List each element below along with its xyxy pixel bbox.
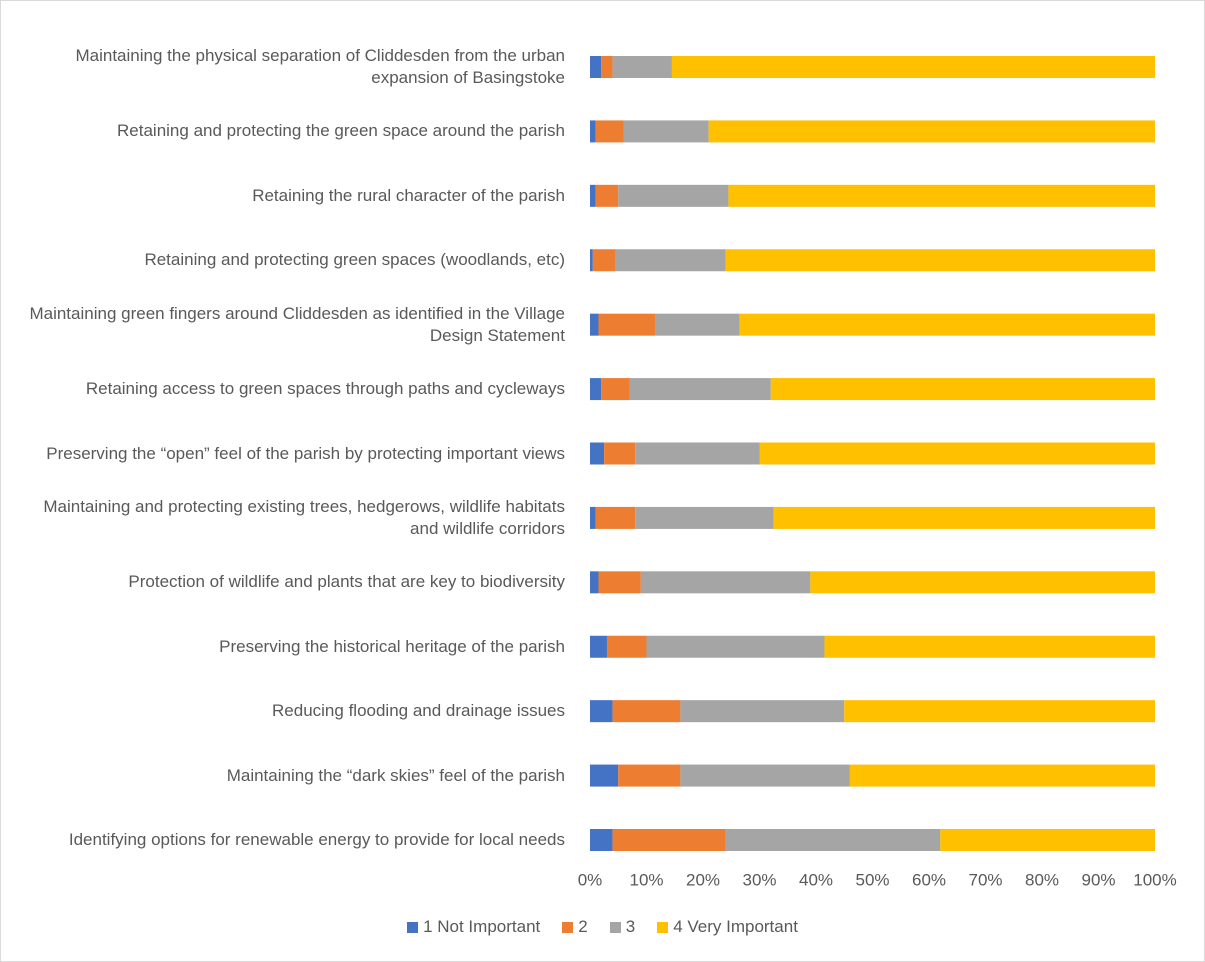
x-tick-label: 70% (968, 870, 1002, 889)
category-label: Retaining and protecting green spaces (w… (144, 250, 565, 270)
legend-swatch (609, 921, 621, 933)
bar-segment (725, 829, 941, 851)
legend-item: 2 (562, 917, 588, 937)
bar-segment (590, 764, 619, 787)
bar-segment (601, 378, 630, 401)
bar-segment (770, 378, 1155, 401)
bar-segment (590, 829, 613, 851)
legend-swatch (657, 921, 669, 933)
bar-segment (590, 635, 607, 658)
legend-item: 1 Not Important (407, 917, 540, 937)
legend-item: 4 Very Important (657, 917, 798, 937)
bar-segment (725, 249, 1155, 272)
bar-segment (612, 700, 681, 723)
bar-segment (671, 56, 1155, 78)
bar-segment (680, 700, 845, 723)
bar-segment (606, 635, 647, 658)
bar-segment (595, 506, 636, 529)
bar-segment (592, 249, 616, 272)
x-tick-label: 40% (799, 870, 833, 889)
bar-segment (590, 442, 605, 465)
legend-swatch (562, 921, 574, 933)
bar-segment (759, 442, 1155, 465)
legend: 1 Not Important 2 3 4 Very Important (1, 917, 1204, 937)
bar-segment (615, 249, 726, 272)
bar-segment (810, 571, 1155, 594)
bar-segment (601, 56, 613, 78)
bar-segment (824, 635, 1155, 658)
x-tick-label: 0% (578, 870, 603, 889)
bar-segment (590, 378, 602, 401)
category-label: Reducing flooding and drainage issues (272, 701, 565, 721)
bar-segment (680, 764, 850, 787)
bar-segment (773, 506, 1155, 529)
bar-segment (590, 571, 599, 594)
legend-swatch (407, 921, 419, 933)
bar-segment (635, 506, 774, 529)
x-tick-label: 80% (1025, 870, 1059, 889)
bar-segment (598, 571, 641, 594)
bar-segment (844, 700, 1155, 723)
bar-segment (728, 184, 1155, 207)
category-label: Protection of wildlife and plants that a… (128, 572, 565, 592)
x-tick-label: 60% (912, 870, 946, 889)
x-tick-label: 10% (629, 870, 663, 889)
category-label: Retaining and protecting the green space… (117, 121, 565, 141)
bar-segment (940, 829, 1155, 851)
x-tick-label: 100% (1133, 870, 1176, 889)
bar-segment (618, 764, 681, 787)
bar-segment (590, 700, 613, 723)
category-label: Maintaining the “dark skies” feel of the… (226, 765, 565, 785)
bar-segment (646, 635, 825, 658)
legend-label: 2 (578, 917, 588, 936)
legend-label: 3 (625, 917, 636, 936)
bar-segment (590, 184, 596, 207)
bar-segment (623, 120, 709, 143)
bar-segment (604, 442, 636, 465)
legend-label: 4 Very Important (673, 917, 798, 936)
category-label: Retaining access to green spaces through… (85, 379, 565, 399)
bar-segment (708, 120, 1155, 143)
bar-segment (618, 184, 729, 207)
bar-segment (595, 184, 619, 207)
bar-segment (590, 313, 599, 336)
category-label: Identifying options for renewable energy… (68, 830, 565, 849)
category-label: Preserving the “open” feel of the parish… (46, 443, 565, 463)
category-label: Preserving the historical heritage of th… (219, 636, 565, 656)
x-tick-label: 20% (686, 870, 720, 889)
bar-segment (849, 764, 1155, 787)
bar-segment (629, 378, 771, 401)
bar-segment (739, 313, 1155, 336)
bar-segment (612, 56, 672, 78)
category-label: Maintaining the physical separation of C… (75, 46, 565, 87)
x-tick-label: 50% (855, 870, 889, 889)
bar-segment (635, 442, 760, 465)
bar-segment (612, 829, 726, 851)
x-tick-label: 90% (1081, 870, 1115, 889)
x-tick-label: 30% (742, 870, 776, 889)
bar-segment (590, 249, 593, 272)
legend-label: 1 Not Important (423, 917, 541, 936)
bar-segment (595, 120, 624, 143)
bar-segment (598, 313, 655, 336)
category-label: Maintaining and protecting existing tree… (43, 496, 565, 538)
bar-segment (654, 313, 740, 336)
category-label: Maintaining green fingers around Cliddes… (29, 303, 565, 345)
legend-item: 3 (609, 917, 636, 937)
category-label: Retaining the rural character of the par… (252, 185, 565, 205)
bar-segment (590, 506, 596, 529)
bar-segment (640, 571, 811, 594)
bar-segment (590, 56, 602, 78)
bar-segment (590, 120, 596, 143)
